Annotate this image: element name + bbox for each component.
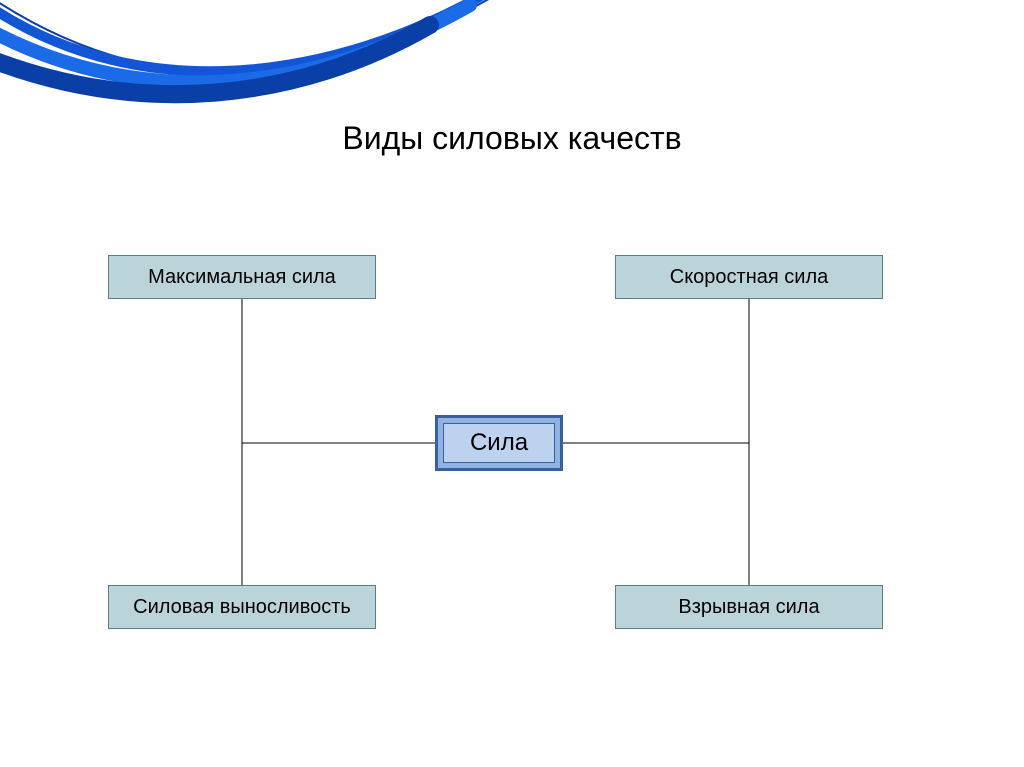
node-top-right: Скоростная сила	[615, 255, 883, 299]
diagram-connectors	[0, 0, 1024, 767]
node-bottom-left: Силовая выносливость	[108, 585, 376, 629]
header-swoosh	[0, 0, 1024, 200]
node-label: Силовая выносливость	[133, 596, 351, 619]
node-label: Скоростная сила	[670, 266, 828, 289]
node-label: Взрывная сила	[678, 596, 819, 619]
node-center: Сила	[443, 423, 555, 463]
node-bottom-right: Взрывная сила	[615, 585, 883, 629]
node-label: Максимальная сила	[148, 266, 336, 289]
node-label: Сила	[470, 429, 528, 457]
node-top-left: Максимальная сила	[108, 255, 376, 299]
page-title: Виды силовых качеств	[0, 120, 1024, 157]
